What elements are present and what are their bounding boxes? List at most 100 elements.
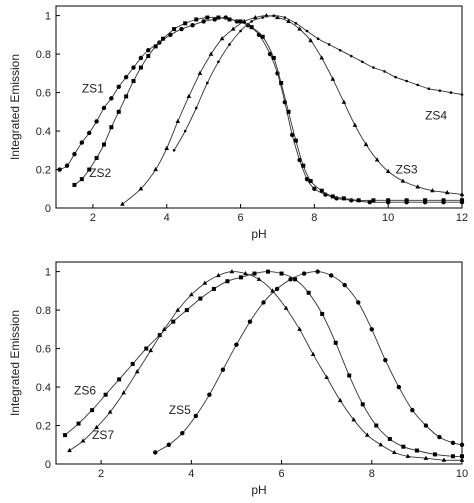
data-point-zs2	[423, 198, 428, 203]
data-point-zs7	[229, 269, 235, 274]
data-point-zs2	[79, 177, 84, 182]
data-point-zs1	[146, 48, 151, 53]
data-point-zs4	[283, 16, 287, 19]
data-point-zs1	[72, 151, 77, 157]
data-point-zs7	[121, 390, 126, 395]
data-point-zs3	[286, 18, 291, 23]
data-point-zs3	[341, 99, 347, 104]
data-point-zs6	[225, 279, 230, 284]
data-point-zs5	[180, 431, 185, 436]
data-point-zs6	[320, 311, 325, 316]
data-point-zs3	[352, 122, 358, 127]
data-point-zs4	[172, 148, 176, 152]
data-point-zs4	[394, 75, 397, 79]
data-point-zs1	[57, 167, 62, 172]
x-tick-label: 6	[237, 212, 243, 224]
data-point-zs7	[216, 272, 221, 278]
data-point-zs5	[342, 282, 347, 288]
data-point-zs7	[423, 455, 429, 460]
data-point-zs6	[306, 290, 311, 295]
series-label-zs1: ZS1	[82, 82, 104, 96]
data-point-zs6	[252, 271, 257, 276]
data-point-zs6	[63, 433, 68, 438]
chart-top: 2 4 6 8 10 12 0 0.2 0.4 0.6 0.8 1 pH Integrated Emiss…	[8, 5, 468, 241]
data-point-zs7	[283, 305, 289, 310]
data-point-zs3	[319, 55, 325, 60]
data-point-zs2	[87, 167, 92, 172]
x-tick-label: 12	[456, 212, 468, 224]
data-point-zs7	[337, 397, 343, 403]
data-point-zs4	[372, 66, 375, 69]
x-tick-label: 8	[369, 468, 375, 480]
data-point-zs6	[460, 454, 464, 459]
data-point-zs1	[168, 32, 173, 38]
data-point-zs5	[301, 271, 307, 276]
x-tick-label: 4	[164, 212, 170, 224]
data-point-zs1	[367, 200, 372, 205]
x-tick-label: 10	[456, 468, 468, 480]
data-point-zs3	[444, 190, 450, 195]
data-point-zs1	[312, 186, 317, 191]
data-point-zs2	[460, 198, 464, 203]
data-point-zs2	[271, 55, 276, 60]
data-point-zs2	[205, 15, 210, 20]
data-point-zs4	[460, 93, 464, 96]
data-point-zs6	[279, 271, 284, 276]
data-point-zs5	[207, 392, 212, 397]
series-zs2	[72, 15, 464, 203]
series-label-zs3: ZS3	[396, 162, 418, 176]
data-point-zs7	[351, 417, 357, 422]
data-point-zs4	[349, 54, 353, 58]
data-point-zs4	[316, 37, 320, 41]
series-label-zs5: ZS5	[169, 403, 191, 417]
data-point-zs6	[238, 275, 243, 280]
data-point-zs7	[134, 369, 140, 374]
data-point-zs3	[400, 178, 406, 183]
data-point-zs2	[286, 109, 291, 114]
data-point-zs4	[361, 60, 364, 64]
data-point-zs2	[279, 80, 284, 85]
data-point-zs1	[64, 163, 70, 168]
data-point-zs2	[227, 17, 232, 22]
data-point-zs2	[153, 44, 158, 49]
data-point-zs4	[206, 81, 209, 85]
data-point-zs5	[383, 357, 388, 363]
data-point-zs1	[79, 140, 85, 145]
y-tick-label: 0	[45, 459, 51, 471]
data-point-zs2	[116, 109, 121, 114]
data-point-zs5	[274, 286, 280, 292]
data-point-zs6	[157, 333, 162, 338]
data-point-zs1	[212, 17, 217, 22]
x-axis-title: pH	[251, 227, 266, 241]
data-point-zs3	[430, 188, 435, 193]
y-axis-title: Integrated Emission	[8, 54, 22, 160]
data-point-zs7	[202, 280, 208, 285]
data-point-zs2	[101, 142, 106, 147]
x-tick-label: 4	[188, 468, 194, 480]
data-point-zs5	[396, 384, 402, 390]
data-point-zs6	[347, 373, 352, 378]
x-tick-label: 6	[278, 468, 284, 480]
y-tick-label: 0.2	[36, 165, 51, 177]
data-point-zs3	[120, 201, 125, 206]
series-label-zs4: ZS4	[425, 109, 447, 123]
y-tick-label: 0	[45, 203, 51, 215]
fit-line-zs6	[64, 271, 463, 457]
data-point-zs2	[131, 79, 136, 84]
data-point-zs6	[374, 423, 379, 428]
data-point-zs7	[243, 270, 248, 276]
data-point-zs2	[216, 15, 221, 20]
data-point-zs5	[220, 367, 226, 372]
data-point-zs1	[94, 119, 99, 124]
series-label-zs2: ZS2	[89, 166, 111, 180]
data-point-zs1	[349, 198, 354, 203]
data-point-zs2	[146, 54, 151, 59]
data-point-zs2	[109, 125, 114, 130]
data-point-zs7	[392, 449, 397, 455]
data-point-zs4	[405, 79, 408, 83]
data-point-zs7	[270, 288, 275, 293]
data-point-zs4	[183, 129, 187, 133]
data-point-zs2	[161, 36, 166, 41]
data-point-zs3	[415, 184, 421, 189]
